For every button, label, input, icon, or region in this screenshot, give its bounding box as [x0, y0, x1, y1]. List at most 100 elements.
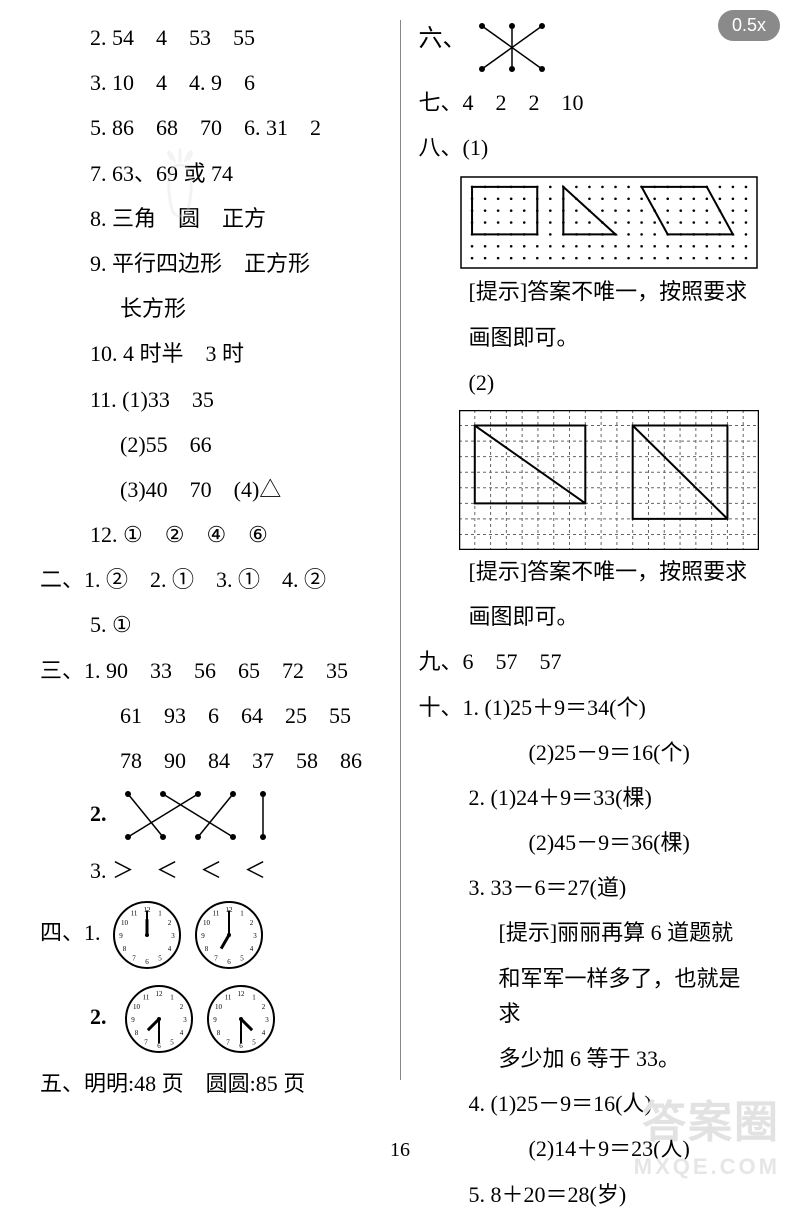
svg-text:5: 5 — [170, 1039, 174, 1047]
clock-row: 123456789101112123456789101112 — [118, 1004, 282, 1029]
section-label: 六、 — [419, 20, 467, 58]
svg-text:2: 2 — [250, 919, 254, 927]
match-lines-diagram — [118, 788, 268, 843]
svg-text:9: 9 — [119, 932, 123, 940]
svg-text:1: 1 — [170, 994, 174, 1002]
svg-text:3: 3 — [183, 1016, 187, 1024]
svg-text:8: 8 — [123, 945, 127, 953]
svg-text:10: 10 — [215, 1003, 223, 1011]
cross-match-row: 2. — [40, 788, 382, 843]
svg-text:6: 6 — [145, 958, 149, 966]
answer-line: 61 93 6 64 25 55 — [40, 698, 382, 733]
answer-line: 2. (1)24＋9＝33(棵) — [419, 780, 761, 815]
svg-text:10: 10 — [203, 919, 211, 927]
answer-line: 8. 三角 圆 正方 — [40, 201, 382, 236]
answer-line: 7. 63、69 或 74 — [40, 156, 382, 191]
section-3: 三、1. 90 33 56 65 72 35 — [40, 653, 382, 688]
svg-text:2: 2 — [168, 919, 172, 927]
svg-text:1: 1 — [158, 910, 162, 918]
answer-line: (2)55 66 — [40, 427, 382, 462]
svg-text:12: 12 — [238, 990, 246, 998]
svg-text:5: 5 — [252, 1039, 256, 1047]
hint-text: 和军军一样多了，也就是求 — [419, 961, 761, 1031]
svg-text:7: 7 — [226, 1039, 230, 1047]
svg-text:3: 3 — [253, 932, 257, 940]
svg-text:11: 11 — [225, 994, 232, 1002]
svg-text:8: 8 — [135, 1029, 139, 1037]
hint-text: [提示]丽丽再算 6 道题就 — [419, 915, 761, 950]
svg-text:11: 11 — [131, 910, 138, 918]
svg-text:9: 9 — [213, 1016, 217, 1024]
clock-row: 123456789101112123456789101112 — [106, 920, 270, 945]
svg-text:7: 7 — [214, 955, 218, 963]
svg-text:3: 3 — [171, 932, 175, 940]
answer-line: (2)45－9＝36(棵) — [419, 825, 761, 860]
svg-text:8: 8 — [217, 1029, 221, 1037]
svg-text:9: 9 — [201, 932, 205, 940]
match-lines-diagram — [472, 20, 562, 75]
svg-text:7: 7 — [132, 955, 136, 963]
item-label: 四、1. — [40, 920, 101, 945]
zoom-badge[interactable]: 0.5x — [718, 10, 780, 41]
svg-text:4: 4 — [180, 1029, 184, 1037]
item-label: 2. — [90, 801, 107, 826]
answer-line: 12. ① ② ④ ⑥ — [40, 517, 382, 552]
section-7: 七、4 2 2 10 — [419, 85, 761, 120]
page: 0.5x 2. 54 4 53 55 3. 10 4 4. 9 6 5. 86 … — [0, 0, 800, 1180]
answer-line: 3. 33－6＝27(道) — [419, 870, 761, 905]
svg-text:2: 2 — [180, 1003, 184, 1011]
left-column: 2. 54 4 53 55 3. 10 4 4. 9 6 5. 86 68 70… — [30, 20, 392, 1080]
svg-text:4: 4 — [168, 945, 172, 953]
answer-line: 3. 10 4 4. 9 6 — [40, 65, 382, 100]
hint-text: 多少加 6 等于 33。 — [419, 1041, 761, 1076]
section-6: 六、 — [419, 20, 761, 75]
content-columns: 2. 54 4 53 55 3. 10 4 4. 9 6 5. 86 68 70… — [30, 20, 770, 1080]
answer-line: 3. ＞ ＜ ＜ ＜ — [40, 853, 382, 888]
svg-text:10: 10 — [133, 1003, 141, 1011]
svg-text:10: 10 — [121, 919, 129, 927]
hint-text: [提示]答案不唯一，按照要求 — [419, 274, 761, 309]
answer-line: (2)25－9＝16(个) — [419, 735, 761, 770]
item-label: 2. — [90, 1004, 107, 1029]
answer-line: 11. (1)33 35 — [40, 382, 382, 417]
svg-text:8: 8 — [205, 945, 209, 953]
dot-grid-diagram — [459, 175, 759, 270]
hint-text: 画图即可。 — [419, 320, 761, 355]
section-2: 二、1. ② 2. ① 3. ① 4. ② — [40, 562, 382, 597]
svg-text:1: 1 — [252, 994, 256, 1002]
grid-shapes-diagram — [459, 410, 759, 550]
section-5: 五、明明:48 页 圆圆:85 页 — [40, 1066, 382, 1101]
section-10: 十、1. (1)25＋9＝34(个) — [419, 690, 761, 725]
answer-line: 2. 54 4 53 55 — [40, 20, 382, 55]
answer-line: 5. ① — [40, 607, 382, 642]
clock-row-2: 2. 123456789101112123456789101112 — [40, 982, 382, 1056]
svg-text:5: 5 — [240, 955, 244, 963]
hint-text: 画图即可。 — [419, 599, 761, 634]
svg-text:2: 2 — [262, 1003, 266, 1011]
answer-line: 10. 4 时半 3 时 — [40, 336, 382, 371]
answer-line: 9. 平行四边形 正方形 — [40, 246, 382, 281]
svg-text:12: 12 — [156, 990, 164, 998]
hint-text: [提示]答案不唯一，按照要求 — [419, 554, 761, 589]
answer-line: 78 90 84 37 58 86 — [40, 743, 382, 778]
answer-line: 长方形 — [40, 291, 382, 326]
carrot-watermark-icon — [150, 140, 210, 220]
svg-text:3: 3 — [265, 1016, 269, 1024]
answer-line: 5. 8＋20＝28(岁) — [419, 1177, 761, 1212]
svg-text:11: 11 — [213, 910, 220, 918]
answer-line: 5. 86 68 70 6. 31 2 — [40, 110, 382, 145]
section-4: 四、1. 123456789101112123456789101112 — [40, 898, 382, 972]
svg-text:5: 5 — [158, 955, 162, 963]
svg-text:4: 4 — [250, 945, 254, 953]
svg-text:4: 4 — [262, 1029, 266, 1037]
svg-text:1: 1 — [240, 910, 244, 918]
section-8: 八、(1) — [419, 130, 761, 165]
right-column: 六、 七、4 2 2 10 八、(1) [提示]答案不唯一，按照要求 画图即可。… — [409, 20, 771, 1080]
svg-text:7: 7 — [144, 1039, 148, 1047]
column-divider — [400, 20, 401, 1080]
answer-line: (2) — [419, 365, 761, 400]
svg-text:11: 11 — [143, 994, 150, 1002]
answer-line: (3)40 70 (4)△ — [40, 472, 382, 507]
page-number: 16 — [0, 1139, 800, 1162]
svg-text:6: 6 — [227, 958, 231, 966]
